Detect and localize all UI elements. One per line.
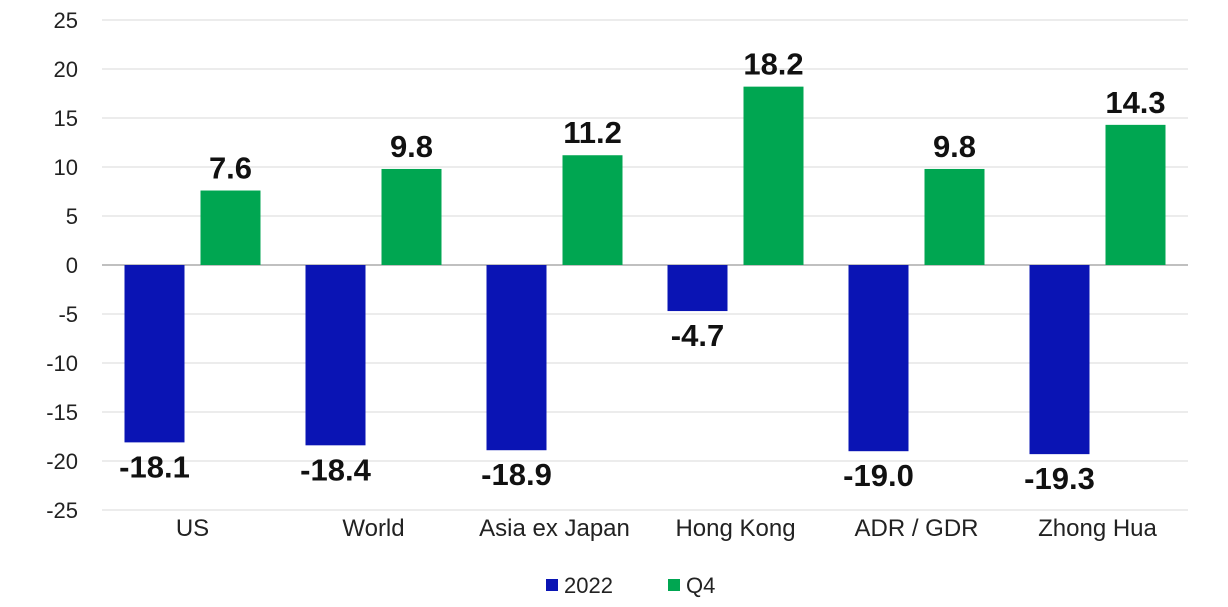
y-tick-label: -25: [46, 498, 78, 523]
category-label: World: [342, 515, 404, 542]
category-label: Hong Kong: [675, 515, 795, 542]
legend-label: 2022: [564, 573, 613, 598]
y-tick-label: 5: [66, 204, 78, 229]
gridlines: [102, 19, 1188, 511]
y-axis-ticks: 25 20 15 10 5 0 -5 -10 -15 -20 -25: [46, 8, 78, 523]
bar-q4-4: [924, 168, 985, 265]
category-labels: US World Asia ex Japan Hong Kong ADR / GDR Zh…: [176, 515, 1158, 542]
y-tick-label: 15: [54, 106, 78, 131]
data-label: 18.2: [743, 47, 803, 82]
data-label: -18.4: [300, 452, 371, 487]
bar-q4-3: [743, 86, 804, 265]
legend-swatch-2022: [546, 579, 558, 591]
bar-q4-0: [200, 190, 261, 265]
category-label: Zhong Hua: [1038, 515, 1157, 542]
legend-label: Q4: [686, 573, 715, 598]
bar-2022-4: [848, 265, 909, 452]
data-labels: -18.1 7.6 -18.4 9.8 -18.9 11.2 -4.7 18.2 -19.0 9.…: [119, 47, 1166, 497]
legend-swatch-q4: [668, 579, 680, 591]
legend: 2022 Q4: [546, 573, 715, 598]
y-tick-label: -10: [46, 351, 78, 376]
bars: [124, 86, 1166, 455]
data-label: -4.7: [671, 318, 724, 353]
data-label: 14.3: [1105, 85, 1165, 120]
data-label: -19.0: [843, 458, 914, 493]
bar-q4-1: [381, 168, 442, 265]
y-tick-label: 25: [54, 8, 78, 33]
bar-2022-3: [667, 265, 728, 312]
bar-q4-2: [562, 155, 623, 265]
category-label: US: [176, 515, 209, 542]
y-tick-label: 0: [66, 253, 78, 278]
bar-2022-2: [486, 265, 547, 451]
category-label: ADR / GDR: [854, 515, 978, 542]
y-tick-label: -5: [58, 302, 78, 327]
data-label: 11.2: [563, 115, 622, 150]
bar-q4-5: [1105, 124, 1166, 265]
category-label: Asia ex Japan: [479, 515, 630, 542]
bar-2022-1: [305, 265, 366, 446]
bar-2022-5: [1029, 265, 1090, 455]
y-tick-label: -20: [46, 449, 78, 474]
data-label: -18.1: [119, 449, 190, 484]
data-label: 9.8: [390, 129, 433, 164]
data-label: -19.3: [1024, 461, 1095, 496]
y-tick-label: 10: [54, 155, 78, 180]
data-label: 9.8: [933, 129, 976, 164]
bar-2022-0: [124, 265, 185, 443]
y-tick-label: 20: [54, 57, 78, 82]
data-label: 7.6: [209, 151, 252, 186]
y-tick-label: -15: [46, 400, 78, 425]
data-label: -18.9: [481, 457, 552, 492]
